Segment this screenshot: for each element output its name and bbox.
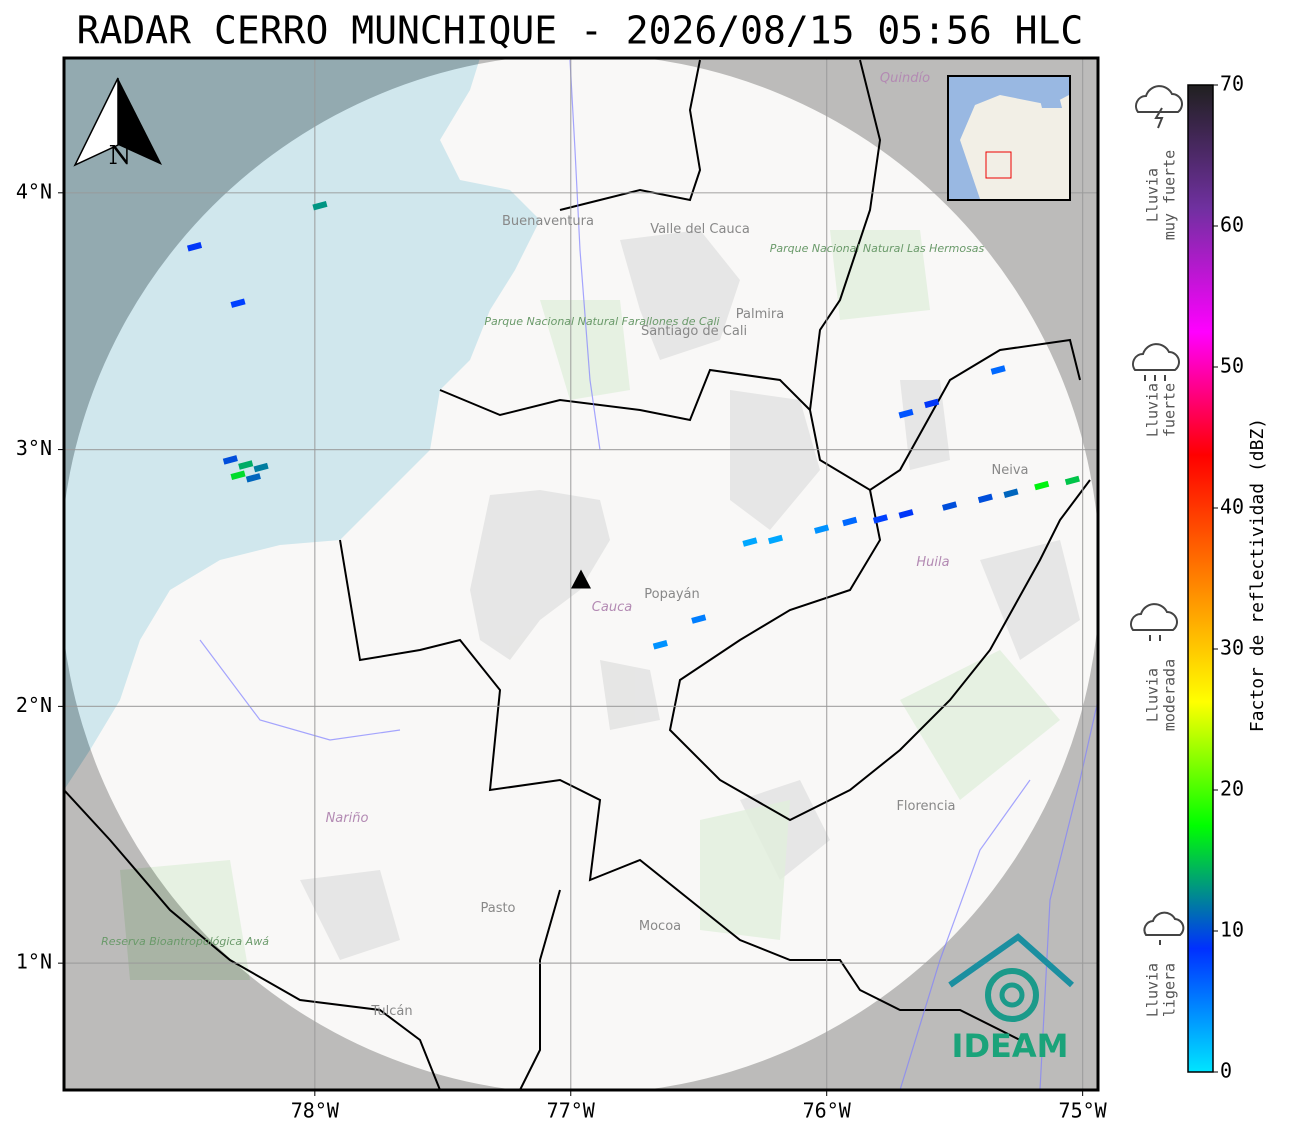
place-label: Quindío [880,71,930,86]
x-tick-label: 78°W [291,1099,340,1123]
place-label: Mocoa [639,919,681,934]
radar-echo [652,640,668,650]
radar-echo [872,514,888,524]
x-tick-label: 77°W [547,1099,596,1123]
place-label: Popayán [644,587,699,602]
park-label: Reserva Bioantropológica Awá [101,935,269,948]
rivers [199,59,1098,1090]
colorbar-tick-label: 20 [1220,777,1244,801]
radar-echo [898,509,914,519]
compass: N [73,77,162,171]
x-tick-label: 76°W [803,1099,852,1123]
colorbar-tick-label: 60 [1220,213,1244,237]
radar-echo [898,408,914,419]
title: RADAR CERRO MUNCHIQUE - 2026/08/15 05:56… [77,9,1084,53]
park-label: Parque Nacional Natural Farallones de Ca… [484,315,719,328]
legend-label: muy fuerte [1161,150,1179,240]
colorbar-tick-label: 40 [1220,495,1244,519]
y-tick-label: 3°N [16,436,52,460]
radar-echo [767,534,784,545]
radar-echo [230,470,246,480]
legend-label: Lluvia [1144,963,1162,1017]
y-tick-label: 4°N [16,179,52,203]
inset-map [947,75,1071,201]
place-label: Tulcán [370,1004,412,1019]
place-label: Neiva [992,463,1029,478]
colorbar-scale [1187,84,1214,1073]
legend-label: Lluvia [1144,383,1162,437]
radar-echo [990,365,1006,375]
legend-label: Lluvia [1144,668,1162,722]
graticule: 78°W 77°W 76°W 75°W 1°N 2°N 3°N 4°N [16,58,1108,1123]
radar-echo [253,462,269,473]
place-label: Florencia [896,799,955,814]
radar-echo [1003,488,1019,498]
radar-echo [977,493,993,504]
place-labels: Buenaventura Valle del Cauca Palmira San… [101,71,1028,1019]
radar-echo [942,501,958,511]
radar-echo [245,473,261,483]
place-label: Pasto [480,901,515,916]
park-label: Parque Nacional Natural Las Hermosas [770,242,985,255]
place-label: Santiago de Cali [641,324,747,339]
place-label: Huila [916,555,949,570]
radar-echo [814,524,830,534]
x-tick-label: 75°W [1059,1099,1108,1123]
legend-label: moderada [1161,659,1179,731]
logo-text: IDEAM [952,1027,1069,1065]
colorbar-label: Factor de reflectividad (dBZ) [1247,418,1268,732]
map-frame [62,56,1100,1092]
radar-echoes [186,200,1080,650]
radar-echo [230,298,246,308]
colorbar-tick-label: 10 [1220,918,1244,942]
radar-echo [924,398,940,409]
legend-icons [1130,85,1185,945]
radar-echo [742,537,758,547]
y-tick-label: 2°N [16,693,52,717]
radar-echo [222,455,238,465]
colorbar-tick-label: 50 [1220,354,1244,378]
radar-echo [842,516,858,527]
compass-label: N [109,141,132,171]
radar-echo [238,460,254,470]
radar-echo [312,200,328,211]
radar-echo [1034,480,1050,491]
y-tick-label: 1°N [16,950,52,974]
radar-echo [186,242,203,252]
place-label: Buenaventura [502,214,594,229]
place-label: Valle del Cauca [650,222,750,237]
legend-label: Lluvia [1144,168,1162,222]
place-label: Nariño [326,811,369,826]
place-label: Palmira [736,307,784,322]
colorbar-tick-label: 70 [1220,72,1244,96]
legend-label: fuerte [1161,383,1179,437]
place-label: Cauca [592,600,632,615]
colorbar-tick-label: 30 [1220,636,1244,660]
radar-echo [691,614,707,624]
radar-echo [1064,475,1080,486]
radar-site [571,569,591,589]
legend-label: ligera [1161,963,1179,1017]
boundaries [64,59,1091,1090]
colorbar-tick-label: 0 [1220,1059,1232,1083]
ocean [64,58,540,790]
colorbar: 0 10 20 30 40 50 60 70 Factor de reflectividad (… [1187,72,1268,1083]
logo: IDEAM [948,933,1074,1065]
